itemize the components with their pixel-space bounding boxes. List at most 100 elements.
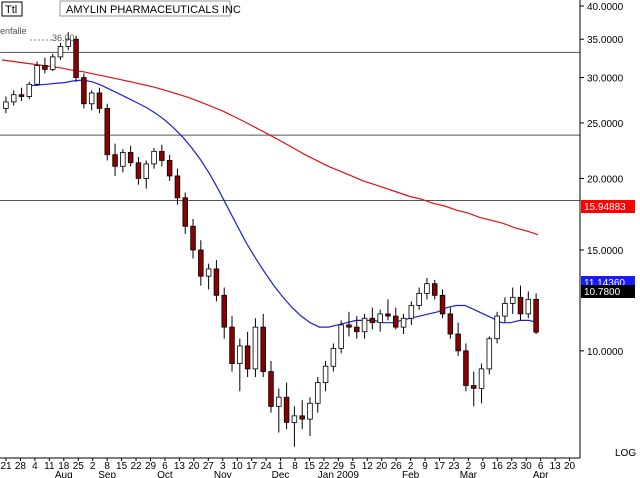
peak-price-label: 36.00 <box>52 33 75 43</box>
y-tick-label-6: 10.0000 <box>587 347 624 358</box>
candle-5 <box>42 57 48 74</box>
candle-68 <box>533 293 539 335</box>
candle-61 <box>478 363 485 404</box>
candle-45 <box>354 316 360 339</box>
x-tick-label-31: 23 <box>448 461 460 472</box>
candle-39 <box>307 397 313 437</box>
x-tick-label-37: 6 <box>538 461 544 472</box>
candle-8 <box>65 32 72 51</box>
candle-2 <box>18 87 25 102</box>
x-tick-label-28: 2 <box>408 461 414 472</box>
y-tick-label-2: 30.0000 <box>587 74 624 85</box>
candle-9 <box>73 35 79 82</box>
candle-body-14 <box>112 154 118 167</box>
x-tick-label-0: 21 <box>0 461 12 472</box>
chart-title: AMYLIN PHARMACEUTICALS INC <box>66 4 241 16</box>
candle-26 <box>205 263 212 290</box>
candle-body-25 <box>198 249 204 277</box>
symbol-box[interactable] <box>1 1 23 17</box>
candle-body-26 <box>205 268 212 277</box>
x-tick-label-20: 8 <box>292 461 298 472</box>
x-tick-label-7: 8 <box>104 461 110 472</box>
last-price-badge-text: 10.7800 <box>584 287 621 298</box>
candle-23 <box>182 192 188 234</box>
candle-12 <box>96 87 103 114</box>
candle-15 <box>120 149 126 173</box>
candle-body-61 <box>478 368 485 389</box>
candle-17 <box>135 156 142 185</box>
month-label-5: Jan 2009 <box>318 470 360 478</box>
x-tick-label-5: 25 <box>73 461 85 472</box>
candle-body-50 <box>393 315 399 328</box>
candle-body-27 <box>213 268 220 296</box>
month-label-0: Aug <box>55 470 73 478</box>
candle-32 <box>252 318 259 378</box>
candle-body-32 <box>252 326 259 370</box>
y-tick-label-0: 40.0000 <box>587 2 624 13</box>
x-tick-label-15: 3 <box>220 461 226 472</box>
candle-63 <box>494 311 500 344</box>
month-label-1: Sep <box>98 470 116 478</box>
candle-22 <box>174 168 181 205</box>
candle-37 <box>291 406 298 447</box>
candle-body-49 <box>385 313 391 317</box>
candle-6 <box>49 53 56 72</box>
x-tick-label-8: 15 <box>116 461 128 472</box>
x-tick-label-11: 6 <box>162 461 168 472</box>
candle-body-7 <box>57 46 64 58</box>
candle-body-35 <box>276 396 282 407</box>
month-labels: Aug Sep Oct Nov Dec Jan 2009 Feb Mar Apr <box>55 470 549 478</box>
candle-body-54 <box>424 283 430 294</box>
candle-body-15 <box>120 152 126 167</box>
x-tick-label-30: 17 <box>434 461 446 472</box>
scale-label[interactable]: LOG <box>615 448 636 459</box>
x-tick-label-10: 29 <box>145 461 157 472</box>
candle-7 <box>57 42 64 60</box>
candle-body-34 <box>268 371 274 407</box>
candle-1 <box>10 90 17 106</box>
candle-57 <box>447 307 454 339</box>
candle-21 <box>166 154 173 181</box>
x-tick-label-36: 30 <box>521 461 533 472</box>
x-tick-label-32: 2 <box>466 461 472 472</box>
month-label-4: Dec <box>272 470 290 478</box>
candle-40 <box>315 377 321 413</box>
x-tick-label-3: 11 <box>44 461 55 472</box>
candle-24 <box>190 218 196 259</box>
x-tick-label-19: 1 <box>278 461 284 472</box>
x-tick-label-39: 20 <box>564 461 576 472</box>
y-tick-label-4: 20.0000 <box>587 174 624 185</box>
candle-14 <box>112 143 118 176</box>
candle-body-38 <box>299 415 305 420</box>
candle-body-22 <box>174 175 181 199</box>
candle-49 <box>385 299 391 321</box>
candle-44 <box>346 311 352 337</box>
candle-50 <box>393 307 399 330</box>
candle-body-58 <box>455 333 461 352</box>
candle-30 <box>237 338 243 392</box>
x-tick-label-33: 9 <box>480 461 486 472</box>
x-tick-label-34: 16 <box>492 461 504 472</box>
x-tick-label-1: 28 <box>15 461 27 472</box>
candle-47 <box>369 307 376 330</box>
month-label-8: Apr <box>533 470 549 478</box>
candle-58 <box>455 322 461 356</box>
candle-62 <box>486 336 493 375</box>
candle-body-18 <box>143 163 149 179</box>
candle-body-11 <box>88 92 95 105</box>
candle-34 <box>268 360 274 413</box>
candle-20 <box>159 144 165 167</box>
candle-body-13 <box>104 108 110 156</box>
x-tick-label-14: 27 <box>203 461 215 472</box>
y-tick-label-1: 35.0000 <box>587 35 624 46</box>
candle-13 <box>104 103 110 161</box>
candle-54 <box>424 278 430 300</box>
candle-body-4 <box>34 65 40 85</box>
candle-52 <box>408 301 415 325</box>
candle-body-24 <box>190 225 196 251</box>
candle-35 <box>276 388 282 433</box>
candle-46 <box>361 313 368 339</box>
candle-body-2 <box>18 94 25 97</box>
candle-48 <box>377 309 383 332</box>
candle-60 <box>470 371 477 407</box>
